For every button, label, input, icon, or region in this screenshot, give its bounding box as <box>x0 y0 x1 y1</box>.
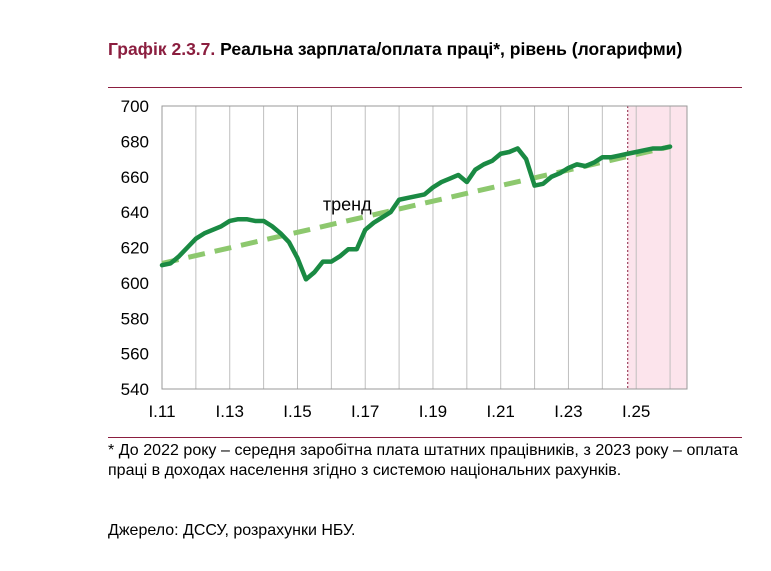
plot-frame <box>161 105 688 390</box>
x-tick-label: I.19 <box>419 402 447 421</box>
y-tick-label: 560 <box>121 345 149 364</box>
footnote-divider <box>108 437 742 438</box>
chart-number: Графік 2.3.7. <box>108 39 216 59</box>
y-tick-label: 640 <box>121 203 149 222</box>
chart-title-text: Реальна зарплата/оплата праці*, рівень (… <box>220 39 683 59</box>
x-tick-label: I.23 <box>554 402 582 421</box>
y-tick-label: 660 <box>121 168 149 187</box>
x-tick-label: I.11 <box>148 402 175 421</box>
actual-series-line <box>159 144 673 282</box>
footnote: * До 2022 року – середня заробітна плата… <box>108 442 738 479</box>
y-tick-label: 540 <box>121 380 149 399</box>
title-divider <box>108 87 742 88</box>
x-tick-label: I.25 <box>622 402 650 421</box>
y-tick-label: 620 <box>121 239 149 258</box>
y-tick-label: 700 <box>121 97 149 116</box>
source-note: Джерело: ДССУ, розрахунки НБУ. <box>108 522 356 539</box>
y-tick-label: 680 <box>121 132 149 151</box>
x-tick-label: I.13 <box>216 402 244 421</box>
chart-title: Графік 2.3.7. Реальна зарплата/оплата пр… <box>108 38 748 60</box>
x-tick-label: I.15 <box>283 402 311 421</box>
trend-annotation: тренд <box>323 194 372 214</box>
line-chart: 540 560 580 600 620 640 660 680 700 I.11 I.13 I.15 I… <box>121 97 688 421</box>
y-tick-label: 580 <box>121 309 149 328</box>
x-tick-label: I.21 <box>487 402 515 421</box>
y-tick-label: 600 <box>121 274 149 293</box>
x-tick-label: I.17 <box>351 402 379 421</box>
